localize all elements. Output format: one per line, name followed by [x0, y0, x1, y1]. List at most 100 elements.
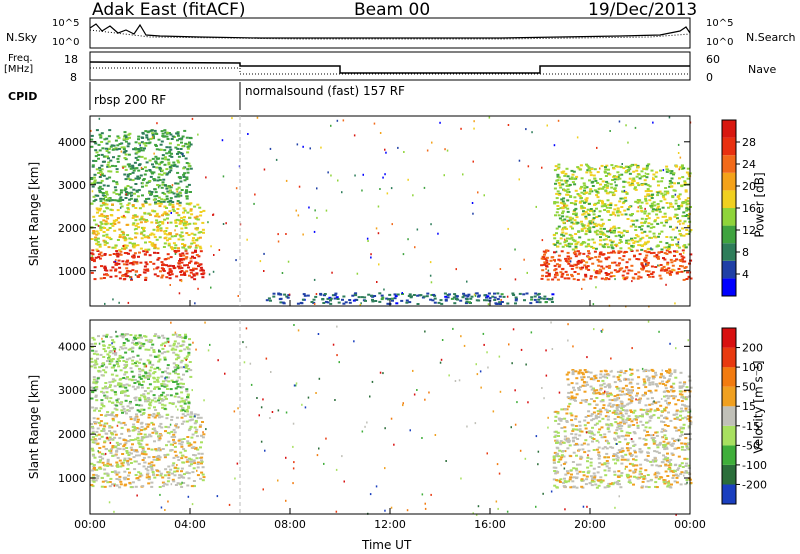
power-cell-2 — [189, 137, 193, 140]
power-cell-2 — [119, 196, 123, 199]
power-cell-5 — [564, 172, 568, 175]
power-cell-4 — [576, 278, 580, 281]
power-cell-5 — [616, 178, 620, 181]
power-cell-2 — [140, 155, 144, 158]
power-cell-5 — [554, 165, 558, 168]
power-cell-5 — [638, 205, 642, 208]
power-cell-5 — [644, 183, 648, 186]
power-cell-1 — [174, 225, 178, 228]
velocity-cell-1 — [167, 380, 171, 383]
power-cell-4 — [594, 276, 598, 279]
velocity-cell-2 — [639, 408, 643, 411]
power-cell-5 — [572, 222, 576, 225]
power-cell-2 — [141, 149, 145, 152]
velocity-cell-1 — [96, 357, 99, 360]
velocity-cell-2 — [617, 423, 621, 426]
velocity-cell-1 — [143, 376, 147, 379]
power-cell-5 — [659, 169, 662, 172]
power-cell-1 — [183, 244, 187, 247]
power-cell-2 — [114, 139, 118, 142]
velocity-cell-2 — [618, 441, 622, 443]
velocity-cell-2 — [674, 473, 678, 476]
power-cell-5 — [629, 248, 633, 251]
velocity-cell-3 — [612, 375, 616, 378]
velocity-cell-0 — [202, 433, 206, 436]
power-cell-2 — [108, 176, 112, 179]
velocity-cell-2 — [554, 455, 558, 458]
power-scatter-cell — [277, 233, 279, 236]
velocity-cell-0 — [200, 441, 203, 444]
velocity-cell-1 — [184, 333, 187, 336]
velocity-cell-0 — [193, 426, 197, 429]
velocity-cell-2 — [627, 481, 631, 483]
power-cell-2 — [128, 132, 132, 135]
power-cell-5 — [580, 196, 583, 199]
power-cell-5 — [681, 215, 685, 218]
velocity-cell-0 — [159, 474, 163, 477]
velocity-cell-2 — [631, 440, 635, 443]
velocity-cell-2 — [562, 441, 566, 444]
velocity-cell-0 — [200, 462, 203, 465]
power-cell-3 — [450, 297, 454, 300]
velocity-cell-0 — [170, 435, 174, 438]
velocity-cell-2 — [553, 484, 557, 487]
power-cell-1 — [101, 215, 105, 218]
velocity-cell-2 — [576, 472, 580, 475]
velocity-cell-1 — [128, 402, 132, 405]
power-cell-5 — [671, 238, 675, 241]
power-cell-3 — [342, 302, 346, 305]
power-cell-4 — [570, 275, 574, 278]
power-cell-1 — [139, 247, 143, 250]
power-cell-2 — [175, 165, 179, 168]
velocity-cell-2 — [553, 451, 557, 454]
power-cell-5 — [557, 176, 561, 179]
velocity-cell-2 — [569, 469, 573, 472]
power-cell-2 — [131, 164, 135, 167]
velocity-cell-1 — [119, 334, 123, 337]
power-cell-4 — [640, 262, 644, 264]
power-cell-1 — [134, 227, 138, 230]
velocity-cell-2 — [586, 421, 590, 424]
velocity-cell-1 — [163, 385, 167, 388]
power-cell-0 — [201, 276, 205, 279]
power-cell-1 — [159, 202, 163, 205]
power-cell-3 — [453, 293, 457, 296]
power-cell-1 — [166, 217, 169, 220]
power-cell-1 — [132, 246, 136, 249]
power-cell-5 — [667, 169, 671, 172]
velocity-cell-3 — [570, 382, 574, 385]
power-cell-2 — [184, 157, 188, 160]
power-cell-2 — [169, 133, 173, 136]
freq-tick-high: 18 — [64, 53, 78, 66]
power-cell-0 — [135, 261, 139, 264]
velocity-cell-0 — [126, 461, 129, 464]
power-scatter-cell — [181, 153, 184, 156]
velocity-cell-1 — [98, 409, 101, 412]
power-cell-5 — [616, 165, 620, 168]
velocity-cell-1 — [124, 366, 127, 369]
power-cell-5 — [644, 195, 647, 198]
power-cell-5 — [635, 219, 639, 222]
power-cell-5 — [634, 188, 638, 191]
power-cell-5 — [605, 235, 609, 238]
velocity-cell-2 — [590, 480, 594, 483]
power-cell-1 — [198, 206, 202, 209]
power-scatter-cell — [297, 214, 300, 217]
velocity-cell-1 — [184, 410, 188, 413]
power-cell-5 — [677, 197, 681, 200]
power-cell-5 — [608, 173, 612, 176]
power-cell-0 — [97, 253, 101, 256]
power-cell-2 — [118, 199, 122, 202]
velocity-cell-0 — [108, 430, 112, 432]
power-cell-2 — [106, 165, 110, 168]
velocity-cell-0 — [149, 435, 153, 438]
power-cell-4 — [611, 261, 614, 264]
velocity-cell-3 — [604, 376, 607, 379]
velocity-cell-3 — [629, 382, 633, 385]
power-cell-4 — [569, 257, 573, 260]
power-cell-3 — [306, 294, 310, 297]
power-cell-4 — [675, 258, 679, 261]
velocity-cell-2 — [613, 470, 617, 473]
velocity-cell-2 — [563, 430, 567, 433]
velocity-cell-0 — [170, 418, 174, 421]
